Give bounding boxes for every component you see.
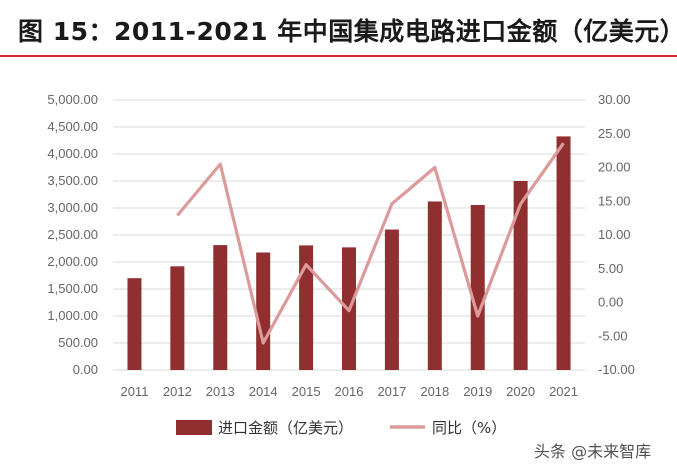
y-left-tick-label: 2,000.00: [47, 254, 98, 269]
y-left-tick-label: 2,500.00: [47, 227, 98, 242]
x-tick-label: 2019: [463, 384, 492, 399]
x-tick-label: 2014: [249, 384, 278, 399]
bar-series: [127, 136, 571, 370]
y-left-tick-label: 3,000.00: [47, 200, 98, 215]
x-tick-label: 2020: [506, 384, 535, 399]
x-tick-label: 2017: [377, 384, 406, 399]
y-right-tick-label: 10.00: [598, 227, 631, 242]
x-tick-label: 2015: [292, 384, 321, 399]
y-right-tick-label: -10.00: [598, 362, 635, 377]
y-left-tick-label: 500.00: [58, 335, 98, 350]
legend: 进口金额（亿美元） 同比（%）: [176, 419, 506, 437]
y-left-tick-label: 0.00: [73, 362, 98, 377]
legend-swatch-bar: [176, 420, 212, 435]
y-right-tick-label: -5.00: [598, 328, 628, 343]
y-right-tick-label: 15.00: [598, 193, 631, 208]
y-left-tick-label: 5,000.00: [47, 92, 98, 107]
bar: [427, 201, 442, 370]
line-series: [176, 142, 565, 345]
bar: [384, 229, 399, 370]
chart-title: 图 15：2011-2021 年中国集成电路进口金额（亿美元）: [18, 17, 677, 46]
axis-ticks: 0.00 500.00 1,000.00 1,500.00 2,000.00 2,500.…: [47, 92, 634, 399]
title-underline: [0, 55, 677, 57]
bar: [213, 245, 228, 370]
x-tick-label: 2016: [335, 384, 364, 399]
y-left-tick-label: 4,000.00: [47, 146, 98, 161]
y-left-tick-label: 3,500.00: [47, 173, 98, 188]
y-right-tick-label: 20.00: [598, 160, 631, 175]
bar: [256, 252, 271, 370]
growth-line: [176, 142, 565, 345]
y-left-tick-label: 1,000.00: [47, 308, 98, 323]
x-tick-label: 2012: [163, 384, 192, 399]
x-tick-label: 2013: [206, 384, 235, 399]
legend-label-bar: 进口金额（亿美元）: [218, 419, 353, 437]
bar: [170, 266, 185, 370]
bar: [513, 181, 528, 370]
watermark: 头条 @未来智库: [534, 442, 652, 461]
x-tick-label: 2018: [420, 384, 449, 399]
y-right-tick-label: 25.00: [598, 126, 631, 141]
gridlines: [113, 99, 585, 371]
y-left-tick-label: 1,500.00: [47, 281, 98, 296]
x-tick-label: 2011: [120, 384, 148, 399]
bar: [299, 245, 314, 370]
y-right-tick-label: 5.00: [598, 261, 623, 276]
y-right-tick-label: 30.00: [598, 92, 631, 107]
bar: [470, 204, 485, 370]
y-right-tick-label: 0.00: [598, 295, 623, 310]
y-left-tick-label: 4,500.00: [47, 119, 98, 134]
x-tick-label: 2021: [549, 384, 578, 399]
bar: [127, 278, 142, 370]
bar: [556, 136, 571, 370]
legend-label-line: 同比（%）: [432, 419, 506, 437]
